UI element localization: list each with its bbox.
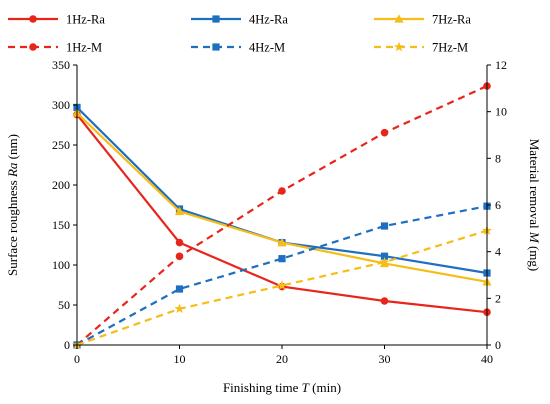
legend-label: 7Hz-Ra <box>432 13 471 27</box>
right-y-axis-title-suffix: (mg) <box>527 243 542 272</box>
legend-swatch-marker <box>212 43 220 51</box>
x-tick-label: 10 <box>174 352 186 366</box>
legend-swatch-marker <box>212 15 220 23</box>
legend-label: 1Hz-M <box>66 41 102 55</box>
data-point <box>380 252 389 260</box>
right-y-tick-label: 12 <box>495 58 507 72</box>
x-axis-title-prefix: Finishing time <box>223 380 302 395</box>
legend-label: 7Hz-M <box>432 41 468 55</box>
legend-item: 4Hz-M <box>191 41 285 55</box>
right-y-tick-label: 0 <box>495 338 501 352</box>
legend-item: 7Hz-M <box>374 41 468 55</box>
right-y-axis-title-var: M <box>527 231 542 244</box>
data-point <box>380 297 389 305</box>
series-line <box>76 205 488 346</box>
legend-item: 1Hz-M <box>8 41 102 55</box>
legend-swatch-marker <box>394 41 404 52</box>
right-y-tick-label: 2 <box>495 291 501 305</box>
x-axis-title: Finishing time T (min) <box>223 380 341 395</box>
data-point <box>278 255 286 263</box>
data-point <box>379 256 390 267</box>
left-y-tick-label: 350 <box>52 58 70 72</box>
legend-swatch-marker <box>394 14 404 23</box>
left-y-axis-title: Surface roughness Ra (nm) <box>5 134 20 276</box>
legend-label: 1Hz-Ra <box>66 13 105 27</box>
left-y-tick-label: 150 <box>52 218 70 232</box>
left-y-tick-label: 0 <box>64 338 70 352</box>
left-y-tick-label: 300 <box>52 98 70 112</box>
series-4Hz-M <box>73 202 491 349</box>
legend-label: 4Hz-M <box>249 41 285 55</box>
legend-label: 4Hz-Ra <box>249 13 288 27</box>
legend-item: 4Hz-Ra <box>191 13 288 27</box>
x-tick-label: 0 <box>74 352 80 366</box>
x-tick-label: 20 <box>276 352 288 366</box>
x-axis-title-suffix: (min) <box>309 380 341 395</box>
legend-swatch-marker <box>29 43 37 51</box>
right-y-tick-label: 10 <box>495 105 507 119</box>
series-1Hz-M <box>73 82 491 349</box>
data-point <box>175 252 184 261</box>
left-y-tick-label: 50 <box>58 298 70 312</box>
data-point <box>175 238 184 247</box>
left-y-tick-label: 250 <box>52 138 70 152</box>
data-point <box>175 285 184 293</box>
legend-swatch-marker <box>29 15 37 23</box>
series-line <box>76 229 488 347</box>
data-point <box>277 238 287 247</box>
left-y-axis-title-prefix: Surface roughness <box>5 177 20 276</box>
data-point <box>380 222 389 230</box>
x-tick-label: 30 <box>379 352 391 366</box>
legend: 1Hz-Ra 4Hz-Ra 7Hz-Ra 1Hz-M 4Hz-M 7Hz-M <box>8 13 471 55</box>
data-point <box>174 206 185 216</box>
right-y-tick-label: 8 <box>495 151 501 165</box>
data-point <box>277 280 287 290</box>
series-layer <box>72 82 492 350</box>
data-point <box>174 303 185 314</box>
legend-item: 1Hz-Ra <box>8 13 105 27</box>
left-y-axis-title-suffix: (nm) <box>5 134 20 163</box>
right-y-axis-title-prefix: Material removal <box>527 139 542 232</box>
data-point <box>278 187 286 195</box>
right-y-tick-label: 4 <box>495 245 501 259</box>
right-y-tick-label: 6 <box>495 198 501 212</box>
left-y-tick-label: 100 <box>52 258 70 272</box>
x-tick-label: 40 <box>481 352 493 366</box>
legend-item: 7Hz-Ra <box>374 13 471 27</box>
right-y-axis-title: Material removal M (mg) <box>527 139 542 272</box>
left-y-tick-label: 200 <box>52 178 70 192</box>
left-y-axis-title-var: Ra <box>5 162 20 178</box>
data-point <box>380 128 389 137</box>
x-axis-title-var: T <box>302 380 310 395</box>
